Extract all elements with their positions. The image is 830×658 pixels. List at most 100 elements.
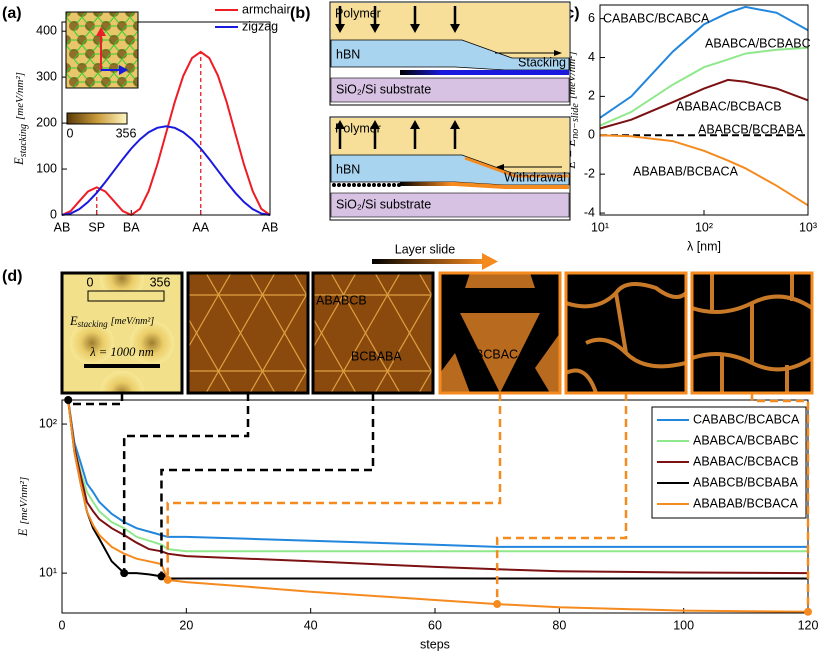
inset-image: [66, 7, 170, 92]
domain-wall: [293, 273, 308, 299]
inset-spot: [141, 63, 151, 73]
x-tick-label: 120: [798, 618, 819, 632]
snapshot-connector: [166, 393, 502, 580]
x-tick-label: AB: [54, 220, 71, 234]
y-tick-label: 4: [588, 50, 595, 64]
x-axis-label: steps: [420, 637, 450, 651]
substrate-label: SiO₂/Si substrate: [336, 197, 431, 211]
snapshot-marker: [64, 396, 73, 404]
polymer: [331, 118, 569, 173]
polymer-label: Polymer: [335, 6, 381, 20]
layer-slide-arrowhead: [482, 253, 498, 270]
y-label-main: E: [16, 528, 30, 537]
residue: [367, 183, 371, 187]
series-line: [67, 399, 809, 613]
inset-spot: [133, 21, 138, 31]
residue: [357, 183, 361, 187]
domain-wall: [293, 367, 308, 393]
snapshot-spot: [70, 321, 114, 365]
legend-label: ABABCB/BCBABA: [693, 475, 799, 489]
flake: [400, 70, 569, 75]
snapshot-colorbar-label: 0: [87, 275, 94, 289]
inset-spot: [141, 7, 151, 17]
snapshot-connector: [495, 393, 628, 605]
chart-1: -4 -2 0 2 4 6 10¹ 10² 10³ λ [nm] CABABC/BCABCA ABAB…: [584, 4, 817, 253]
chart-2: 10¹ 10² 0 20 40 60 80 100 120 steps CABABC/BCABCA A…: [39, 399, 819, 651]
flake: [464, 156, 569, 178]
y-label-unit: [meV/nm²]: [14, 72, 26, 120]
y-tick-label: 100: [36, 161, 57, 175]
series-line: [61, 50, 271, 217]
x-tick-label: 0: [59, 618, 66, 632]
action-arrowhead: [496, 164, 504, 170]
substrate: [330, 77, 570, 103]
snapshot-scale-bar: [84, 364, 160, 368]
x-axis-label: λ [nm]: [687, 239, 721, 253]
force-arrowhead: [370, 24, 380, 33]
series-label: CABABC/BCABCA: [603, 11, 710, 25]
domain-wall: [188, 317, 232, 393]
snapshot-marker: [157, 572, 166, 581]
y-tick-label: 10¹: [39, 565, 57, 579]
substrate-label: SiO₂/Si substrate: [336, 82, 431, 96]
residue: [377, 183, 381, 187]
inset-hex: [129, 67, 138, 79]
series-line: [599, 134, 809, 207]
stacking-diagram-bottom: Polymer hBN Withdrawal SiO₂/Si substrate: [329, 116, 571, 221]
legend-label: ABABCA/BCBABC: [693, 433, 799, 447]
series-label: ABABCB/BCBABA: [698, 122, 804, 136]
domain-wall: [330, 273, 401, 393]
series-line: [599, 78, 809, 130]
force-arrowhead: [450, 120, 460, 129]
series-label: ABABAC/BCBACB: [676, 99, 782, 113]
residue: [362, 183, 366, 187]
y-axis-label: Estacking [meV/nm²]: [12, 72, 29, 166]
snapshot-connector: [66, 393, 124, 406]
layer-label: hBN: [336, 162, 360, 176]
inset-spot: [66, 63, 71, 73]
snapshot-image: [188, 273, 308, 393]
panel-label: (d): [2, 268, 22, 285]
substrate: [330, 192, 570, 218]
polymer: [331, 3, 569, 58]
inset-hex: [146, 68, 162, 78]
residue: [337, 183, 341, 187]
inset-hex: [154, 26, 170, 36]
domain: [614, 292, 628, 354]
residue: [392, 183, 396, 187]
snapshot-image: [313, 273, 433, 393]
series-label: ABABCA/BCBABC: [705, 36, 811, 50]
force-arrowhead: [335, 120, 345, 129]
inset-spot: [66, 35, 71, 45]
series-line: [599, 5, 809, 119]
snapshot-image: [440, 273, 560, 393]
inset-hex: [121, 81, 138, 88]
legend-label: ABABAC/BCBACB: [693, 454, 799, 468]
inset-hex: [154, 54, 170, 64]
inset-arrowhead: [96, 27, 106, 36]
domain: [566, 368, 598, 393]
snapshot-connector: [122, 393, 250, 574]
x-tick-label: 80: [552, 618, 566, 632]
x-tick-label: 100: [673, 618, 694, 632]
y-tick-label: 10²: [39, 416, 57, 430]
snapshot-colorbar: [87, 290, 165, 302]
snapshot-marker: [493, 600, 502, 609]
domain-label: BCBABA: [351, 349, 402, 363]
y-tick-label: 200: [36, 115, 57, 129]
inset-spot: [133, 77, 138, 87]
domain: [585, 337, 686, 369]
snapshot-bg: [188, 273, 308, 393]
residue: [332, 183, 336, 187]
inset-hex: [154, 82, 170, 92]
inset-frame: [65, 11, 139, 89]
snapshot-spot: [100, 371, 144, 393]
y-tick-label: 300: [36, 69, 57, 83]
snapshot-bg: [313, 273, 433, 393]
domain-wall: [418, 367, 433, 393]
domain: [460, 313, 540, 393]
domain: [692, 294, 812, 314]
domain-wall: [313, 317, 357, 393]
